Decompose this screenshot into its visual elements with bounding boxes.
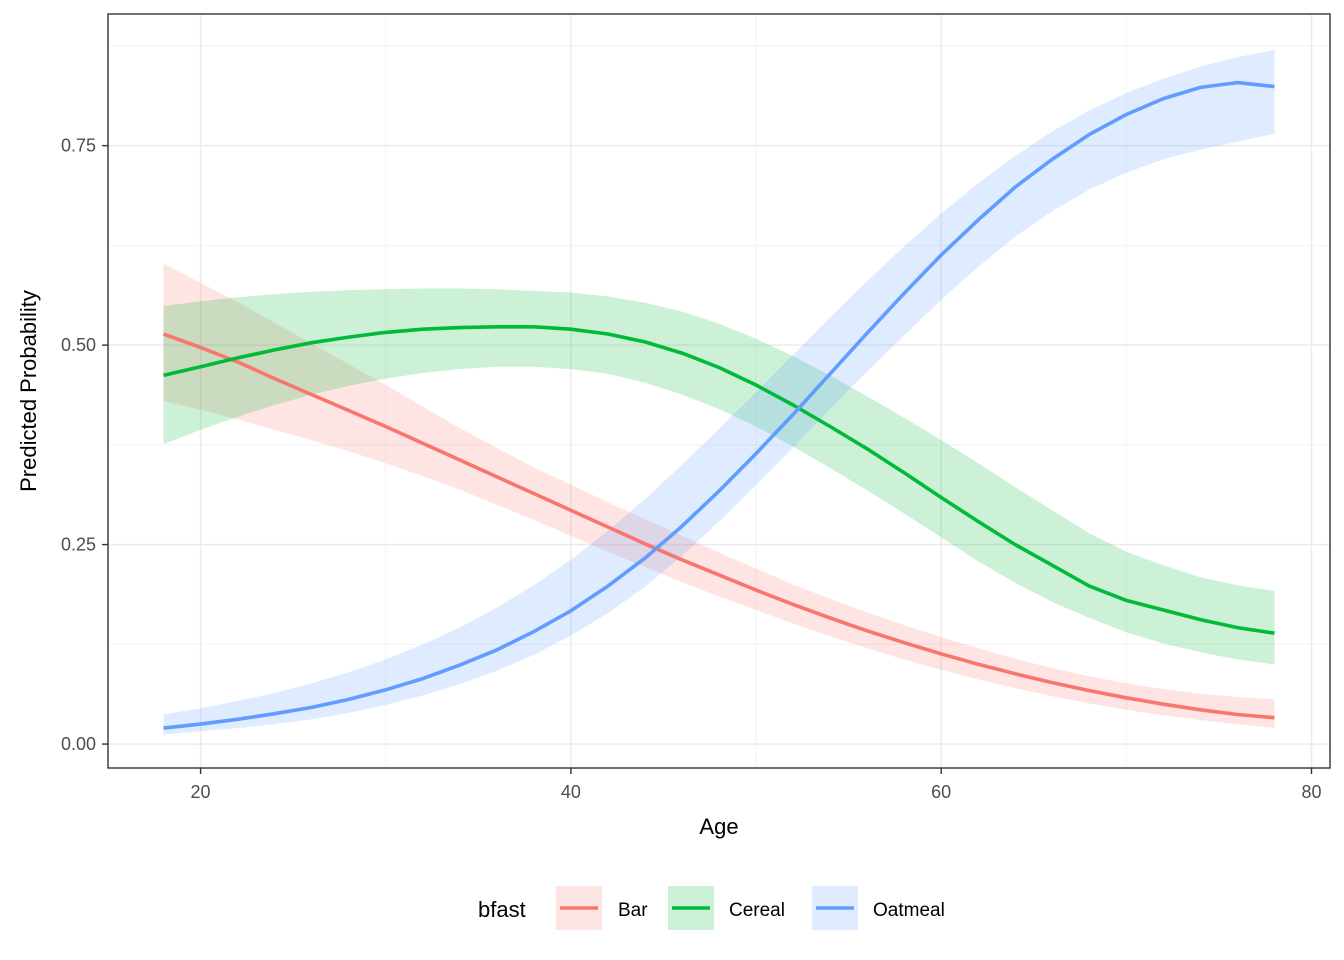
panel-border [107,13,1331,769]
x-tick-label: 40 [561,782,581,802]
x-tick-label: 20 [191,782,211,802]
x-axis-title: Age [699,814,738,839]
legend: bfast Bar Cereal Oatmeal [478,886,945,930]
series-lines [162,80,1275,730]
y-axis: 0.00 0.25 0.50 0.75 [61,136,108,754]
legend-label-oatmeal: Oatmeal [873,900,945,921]
x-axis: 20 40 60 80 [191,768,1322,802]
y-tick-label: 0.50 [61,335,96,355]
y-axis-title: Predicted Probability [16,290,41,492]
minor-gridlines [108,14,1330,768]
y-tick-label: 0.75 [61,136,96,156]
x-tick-label: 60 [931,782,951,802]
line-cereal [163,324,1275,635]
ribbon-cereal [163,288,1275,665]
line-oatmeal [163,80,1275,730]
legend-label-cereal: Cereal [729,900,785,921]
confidence-ribbons [163,49,1275,735]
x-tick-label: 80 [1301,782,1321,802]
ribbon-oatmeal [163,49,1275,735]
major-gridlines [108,14,1330,768]
line-bar [162,332,1275,720]
y-tick-label: 0.00 [61,734,96,754]
legend-label-bar: Bar [618,900,648,921]
y-tick-label: 0.25 [61,535,96,555]
legend-title: bfast [478,897,526,922]
